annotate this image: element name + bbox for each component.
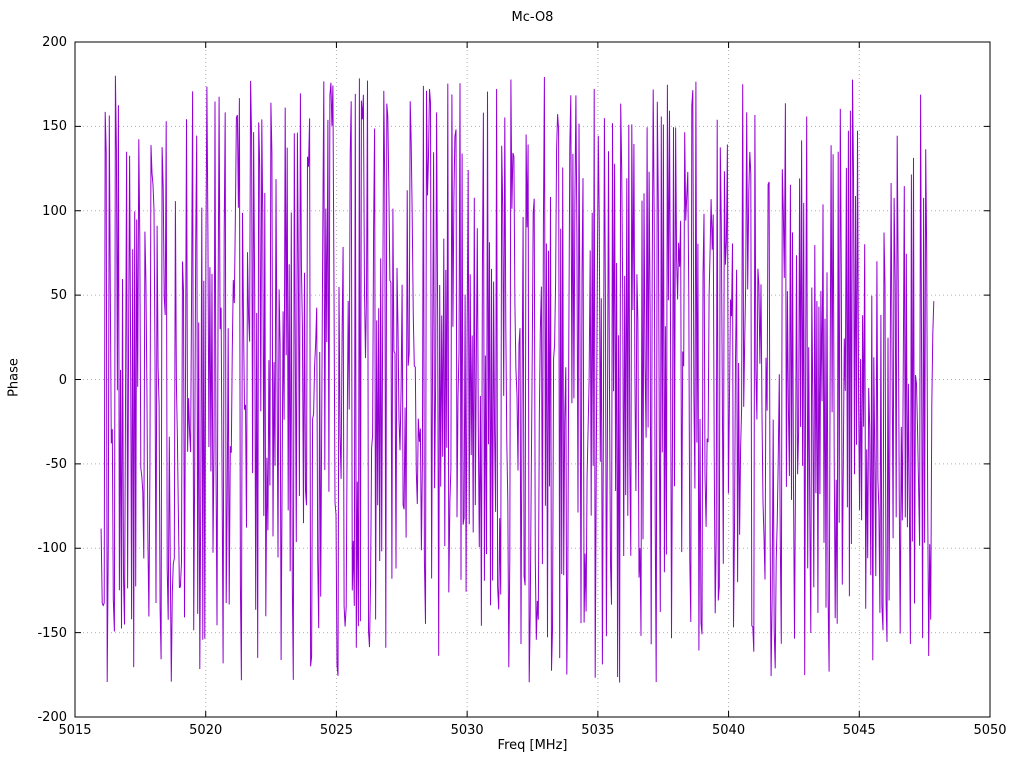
y-tick-label: -150 [37, 625, 67, 641]
y-tick-label: 200 [42, 35, 67, 50]
x-tick-label: 5045 [842, 723, 876, 738]
x-tick-label: 5025 [319, 723, 353, 738]
x-tick-label: 5020 [189, 723, 223, 738]
phase-series-line [100, 75, 935, 683]
y-tick-label: 100 [42, 203, 67, 219]
x-tick-label: 5015 [58, 723, 92, 738]
y-tick-label: -50 [45, 456, 67, 472]
y-tick-label: 50 [50, 288, 67, 304]
chart-title: Mc-O8 [511, 10, 554, 25]
y-tick-label: -200 [37, 710, 67, 725]
x-tick-label: 5035 [581, 723, 615, 738]
x-tick-label: 5040 [712, 723, 746, 738]
y-tick-label: -100 [37, 541, 67, 557]
x-tick-label: 5050 [973, 723, 1007, 738]
y-tick-label: 150 [42, 119, 67, 135]
x-tick-label: 5030 [450, 723, 484, 738]
y-tick-label: 0 [58, 372, 67, 388]
x-axis-label: Freq [MHz] [497, 738, 568, 753]
